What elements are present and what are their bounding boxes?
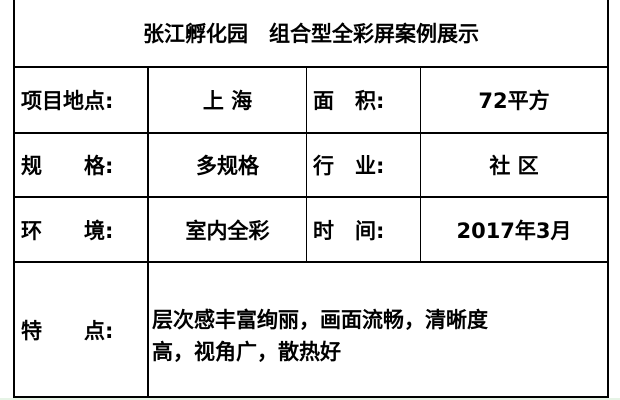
features-line-2: 高，视角广，散热好 — [152, 340, 341, 364]
table-right-border — [607, 0, 609, 398]
label-time: 时 间: — [313, 218, 385, 243]
table-left-border — [13, 0, 15, 398]
label-industry: 行 业: — [313, 154, 385, 178]
features-line-1: 层次感丰富绚丽，画面流畅，清晰度 — [152, 308, 488, 332]
label-spec: 规 格: — [21, 154, 114, 178]
value-industry: 社 区 — [489, 154, 539, 178]
table-bottom-border — [13, 396, 609, 398]
value-area: 72平方 — [478, 89, 550, 113]
value-location: 上 海 — [202, 89, 253, 113]
row-divider — [13, 196, 609, 198]
col-divider — [420, 66, 421, 263]
row-divider — [13, 66, 609, 68]
label-features: 特 点: — [21, 318, 114, 343]
row-divider — [13, 132, 609, 134]
label-area: 面 积: — [313, 89, 385, 113]
value-time: 2017年3月 — [456, 218, 572, 243]
bottom-strip — [0, 398, 620, 400]
col-divider — [147, 66, 149, 398]
value-features: 层次感丰富绚丽，画面流畅，清晰度 高，视角广，散热好 — [152, 304, 602, 368]
value-spec: 多规格 — [196, 154, 259, 178]
value-environment: 室内全彩 — [185, 218, 270, 243]
table-title: 张江孵化园 组合型全彩屏案例展示 — [143, 22, 479, 46]
label-environment: 环 境: — [21, 218, 114, 243]
col-divider — [306, 66, 307, 263]
row-divider — [13, 261, 609, 263]
label-location: 项目地点: — [21, 89, 114, 113]
